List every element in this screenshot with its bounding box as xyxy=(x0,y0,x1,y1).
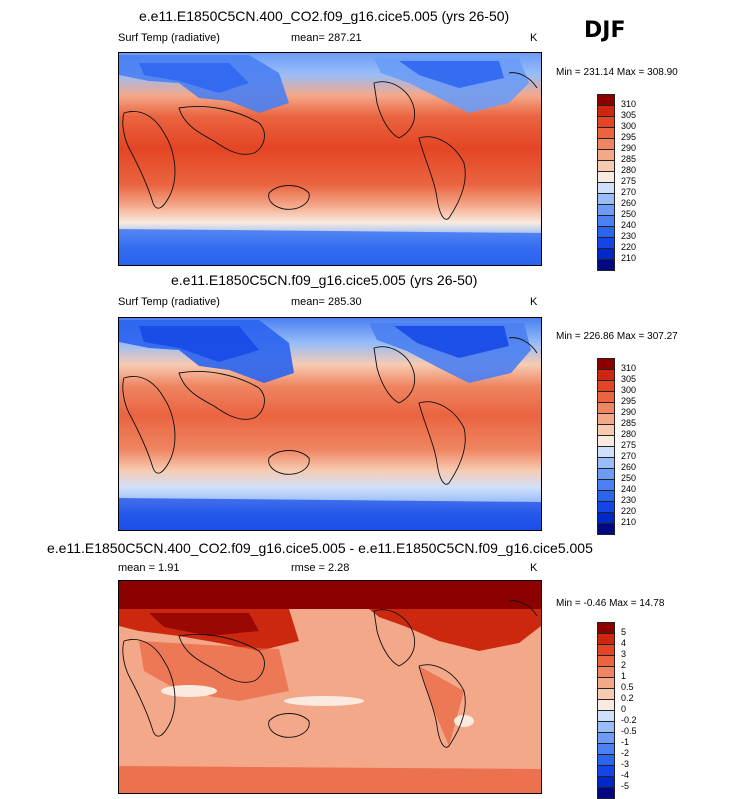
panel3-pacific-low xyxy=(284,696,364,706)
season-label: DJF xyxy=(584,18,626,43)
panel3-samerica-warming xyxy=(419,666,464,746)
panel1-map-svg xyxy=(119,53,541,265)
panel3-colorbar-label: 1 xyxy=(621,671,627,681)
panel3-colorbar: 5 4 3 2 1 0.5 0.2 0 -0.2 -0.5 -1 -2 -3 -4 -5 xyxy=(597,622,637,799)
panel1-colorbar-label: 250 xyxy=(621,209,637,219)
panel1-colorbar-label: 305 xyxy=(621,110,637,120)
panel1-colorbar-label: 295 xyxy=(621,132,637,142)
panel3-colorbar-label: -4 xyxy=(621,770,630,780)
panel3-colorbar-box xyxy=(597,787,615,799)
panel1-mean-label: mean= 287.21 xyxy=(291,32,362,44)
panel2-colorbar-label: 220 xyxy=(621,506,637,516)
panel2-map xyxy=(118,317,542,531)
panel2-mean-label: mean= 285.30 xyxy=(291,296,362,308)
panel3-colorbar-label: -0.2 xyxy=(621,715,637,725)
panel2-title: e.e11.E1850C5CN.f09_g16.cice5.005 (yrs 2… xyxy=(171,272,478,288)
panel2-antarctica xyxy=(119,498,541,530)
panel3-colorbar-label: -2 xyxy=(621,748,630,758)
panel3-colorbar-boxes: 5 4 3 2 1 0.5 0.2 0 -0.2 -0.5 -1 -2 -3 -4 -5 xyxy=(597,622,637,799)
panel3-colorbar-label: 0.2 xyxy=(621,693,634,703)
panel1-colorbar-label: 270 xyxy=(621,187,637,197)
panel3-antarctica-warming xyxy=(119,766,541,793)
panel1-colorbar-label: 240 xyxy=(621,220,637,230)
panel3-coastlines xyxy=(122,600,538,748)
panel1-unit-label: K xyxy=(530,32,538,44)
panel1-title: e.e11.E1850C5CN.400_CO2.f09_g16.cice5.00… xyxy=(139,8,510,24)
panel1-colorbar-boxes: 310 305 300 295 290 285 280 275 270 260 250 240 230 2… xyxy=(597,94,636,271)
panel2-map-svg xyxy=(119,318,541,530)
panel2-colorbar-label: 250 xyxy=(621,473,637,483)
panel3-map xyxy=(118,580,542,794)
panel1-coastlines xyxy=(122,72,538,220)
panel1-colorbar-box xyxy=(597,259,615,271)
panel1-minmax: Min = 231.14 Max = 308.90 xyxy=(556,67,678,78)
panel1-canada-cold xyxy=(399,61,504,88)
panel2-colorbar-label: 295 xyxy=(621,396,637,406)
panel1-colorbar: 310 305 300 295 290 285 280 275 270 260 250 240 230 2… xyxy=(597,94,636,271)
panel2-colorbar-label: 290 xyxy=(621,407,637,417)
panel3-minmax: Min = -0.46 Max = 14.78 xyxy=(556,598,665,609)
panel2-canada-cold xyxy=(394,326,509,358)
panel2-coastlines xyxy=(122,337,538,485)
panel2-colorbar: 310 305 300 295 290 285 280 275 270 260 250 240 230 2… xyxy=(597,358,636,535)
panel3-colorbar-label: 5 xyxy=(621,627,627,637)
panel1-antarctica xyxy=(119,229,541,265)
panel2-colorbar-label: 310 xyxy=(621,363,637,373)
panel2-colorbar-label: 210 xyxy=(621,517,637,527)
panel3-colorbar-label: 0.5 xyxy=(621,682,634,692)
panel1-map xyxy=(118,52,542,266)
panel1-colorbar-label: 310 xyxy=(621,99,637,109)
panel1-colorbar-label: 290 xyxy=(621,143,637,153)
panel1-colorbar-label: 280 xyxy=(621,165,637,175)
panel1-colorbar-label: 285 xyxy=(621,154,637,164)
panel3-colorbar-label: -0.5 xyxy=(621,726,637,736)
panel3-title: e.e11.E1850C5CN.400_CO2.f09_g16.cice5.00… xyxy=(47,540,593,556)
panel3-namerica-warming xyxy=(369,609,541,651)
panel3-map-svg xyxy=(119,581,541,793)
panel3-arctic-warming xyxy=(119,581,541,609)
panel3-colorbar-label: 2 xyxy=(621,660,627,670)
panel2-colorbar-label: 300 xyxy=(621,385,637,395)
panel2-colorbar-label: 285 xyxy=(621,418,637,428)
panel2-colorbar-label: 230 xyxy=(621,495,637,505)
panel2-colorbar-boxes: 310 305 300 295 290 285 280 275 270 260 250 240 230 2… xyxy=(597,358,636,535)
panel1-colorbar-label: 260 xyxy=(621,198,637,208)
panel3-colorbar-label: 0 xyxy=(621,704,627,714)
panel3-siberia-warming xyxy=(149,613,259,636)
panel2-colorbar-box xyxy=(597,523,615,535)
panel2-colorbar-label: 305 xyxy=(621,374,637,384)
panel2-colorbar-label: 270 xyxy=(621,451,637,461)
panel3-indian-ocean-low xyxy=(161,685,217,697)
panel2-minmax: Min = 226.86 Max = 307.27 xyxy=(556,331,678,342)
panel1-colorbar-label: 230 xyxy=(621,231,637,241)
panel3-unit-label: K xyxy=(530,562,538,574)
panel3-colorbar-label: 4 xyxy=(621,638,627,648)
panel1-colorbar-label: 275 xyxy=(621,176,637,186)
panel1-siberia-cold xyxy=(139,63,249,93)
panel3-rmse-label: rmse = 2.28 xyxy=(291,562,350,574)
panel1-colorbar-label: 300 xyxy=(621,121,637,131)
panel3-mean-label: mean = 1.91 xyxy=(118,562,180,574)
panel3-atlantic-low xyxy=(454,715,474,727)
panel3-colorbar-label: -1 xyxy=(621,737,630,747)
panel3-colorbar-label: 3 xyxy=(621,649,627,659)
panel2-unit-label: K xyxy=(530,296,538,308)
panel3-colorbar-label: -3 xyxy=(621,759,630,769)
panel1-colorbar-label: 210 xyxy=(621,253,637,263)
panel2-colorbar-label: 260 xyxy=(621,462,637,472)
panel2-siberia-cold xyxy=(139,326,259,362)
panel2-colorbar-label: 280 xyxy=(621,429,637,439)
panel1-variable-label: Surf Temp (radiative) xyxy=(118,32,220,44)
panel2-colorbar-label: 240 xyxy=(621,484,637,494)
panel3-colorbar-label: -5 xyxy=(621,781,630,791)
panel2-colorbar-label: 275 xyxy=(621,440,637,450)
panel1-colorbar-label: 220 xyxy=(621,242,637,252)
panel2-variable-label: Surf Temp (radiative) xyxy=(118,296,220,308)
